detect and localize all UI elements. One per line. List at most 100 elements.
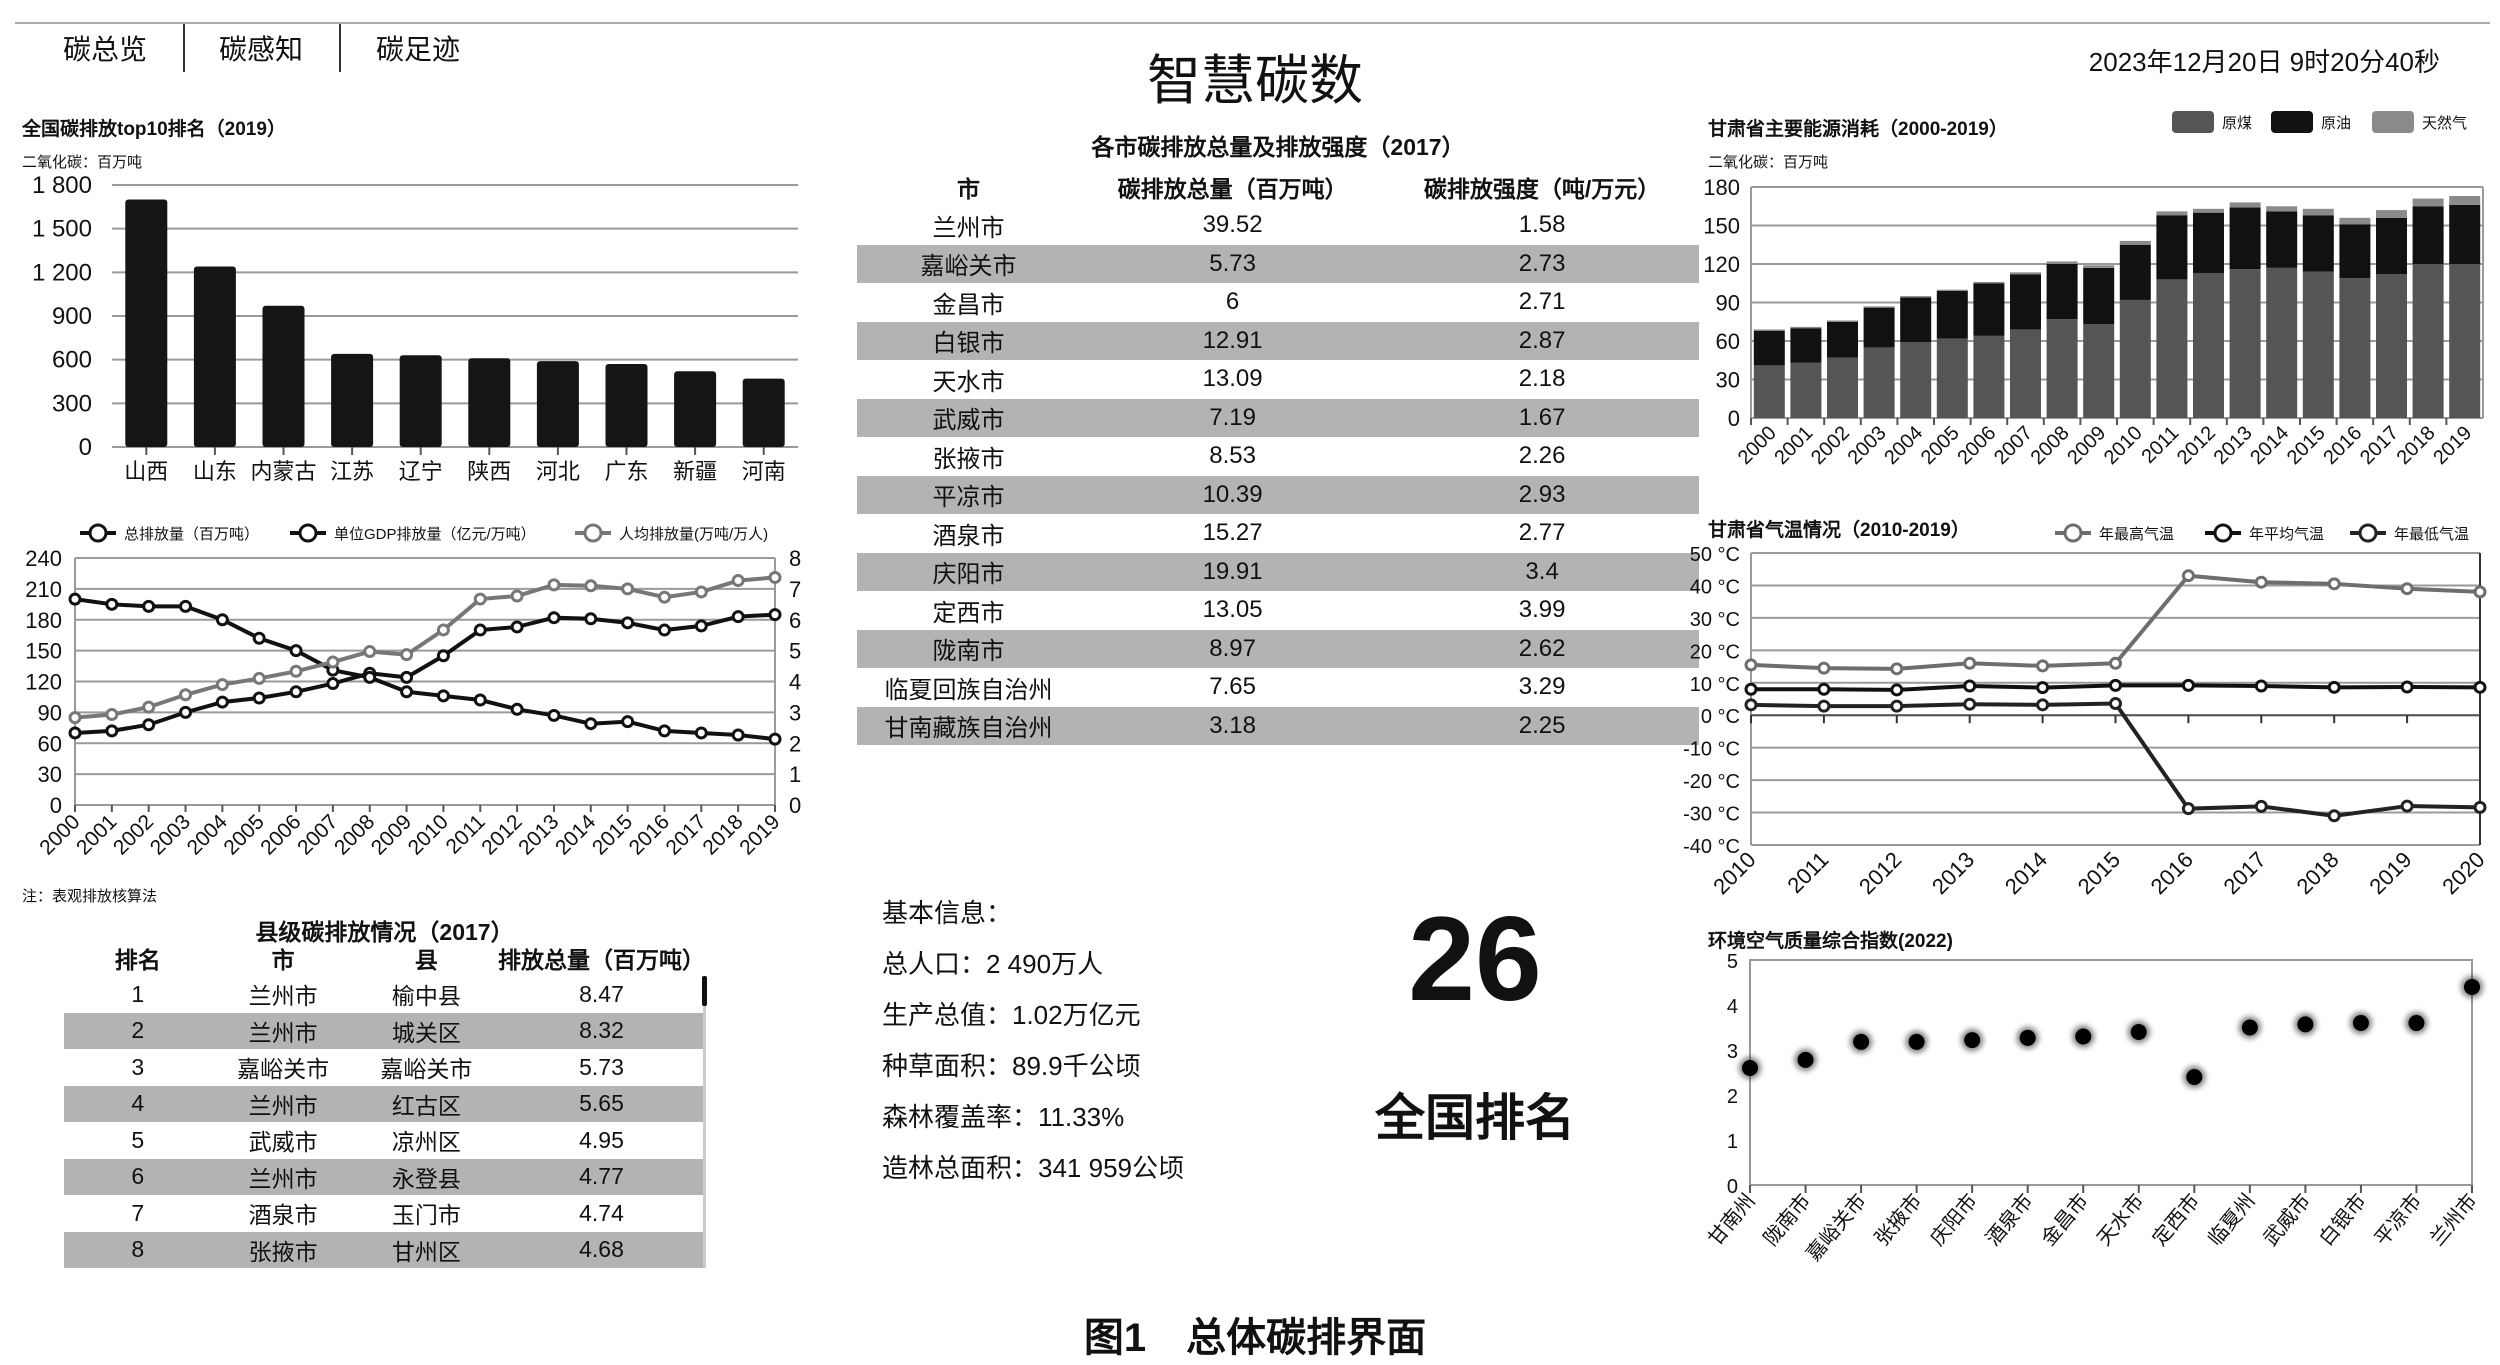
cell-total: 3.18	[1079, 706, 1386, 745]
table-row[interactable]: 嘉峪关市 5.73 2.73	[857, 244, 1699, 283]
data-point	[400, 670, 414, 684]
cell-rank: 8	[64, 1231, 212, 1268]
data-point	[2400, 582, 2414, 596]
column-header-rank: 排名	[114, 947, 161, 973]
tab-carbon-footprint[interactable]: 碳足迹	[375, 34, 460, 65]
x-tick-label: 2006	[256, 810, 305, 859]
x-tick-label: 2013	[1927, 847, 1979, 899]
data-point	[2297, 1016, 2314, 1033]
data-point	[436, 689, 450, 703]
table-row[interactable]: 庆阳市 19.91 3.4	[857, 552, 1699, 591]
cell-city: 酒泉市	[248, 1202, 318, 1229]
legend-label: 年最高气温	[2099, 526, 2174, 543]
legend-label: 原油	[2321, 115, 2351, 132]
table-row[interactable]: 酒泉市 15.27 2.77	[857, 514, 1699, 553]
county-table-scrollbar[interactable]	[702, 976, 707, 1006]
y2-tick-label: 7	[789, 577, 801, 602]
table-row[interactable]: 7 酒泉市 玉门市 4.74	[64, 1195, 705, 1232]
x-tick-label: 2014	[551, 810, 601, 860]
data-point	[436, 623, 450, 637]
y-tick-label: 30	[38, 762, 62, 787]
data-point	[252, 671, 266, 685]
cell-county: 永登县	[354, 1158, 498, 1195]
table-row[interactable]: 张掖市 8.53 2.26	[857, 437, 1699, 476]
stacked-bar-segment	[2083, 324, 2115, 418]
data-point	[400, 648, 414, 662]
x-tick-label: 定西市	[2148, 1189, 2204, 1250]
table-row[interactable]: 金昌市 6 2.71	[857, 283, 1699, 322]
data-point	[2036, 698, 2050, 712]
stacked-bar-segment	[1827, 321, 1858, 358]
plot-frame	[1749, 959, 2473, 1186]
x-tick-label: 2014	[2246, 422, 2293, 469]
data-point	[2130, 1024, 2147, 1040]
table-row[interactable]: 4 兰州市 红古区 5.65	[64, 1085, 705, 1122]
table-row[interactable]: 5 武威市 凉州区 4.95	[64, 1122, 705, 1159]
stacked-bar-segment	[1827, 357, 1858, 418]
stacked-bar-segment	[2119, 299, 2151, 418]
table-row[interactable]: 6 兰州市 永登县 4.77	[64, 1158, 705, 1195]
y-tick-label: 90	[38, 700, 62, 725]
table-row[interactable]: 天水市 13.09 2.18	[857, 360, 1699, 399]
table-row[interactable]: 甘南藏族自治州 3.18 2.25	[857, 706, 1699, 745]
data-point	[1744, 658, 1758, 672]
y-tick-label: 60	[1716, 329, 1740, 354]
cell-rank: 3	[131, 1053, 145, 1080]
data-point	[2327, 680, 2341, 694]
y-tick-label: 0	[50, 793, 62, 818]
x-tick-label: 2007	[293, 810, 342, 859]
cell-total: 4.77	[498, 1158, 705, 1195]
data-point	[400, 685, 414, 699]
stacked-bar-segment	[2449, 264, 2481, 418]
cell-county: 红古区	[354, 1085, 498, 1122]
data-point	[2036, 659, 2050, 673]
y-tick-label: 40 °C	[1690, 576, 1740, 598]
series-line	[1750, 573, 2481, 671]
cell-total: 39.52	[1202, 211, 1263, 239]
table-row[interactable]: 定西市 13.05 3.99	[857, 591, 1699, 630]
data-point	[510, 620, 524, 634]
tab-carbon-perception[interactable]: 碳感知	[218, 34, 303, 65]
cell-total: 4.68	[498, 1231, 705, 1268]
y-tick-label: 0	[1728, 406, 1740, 431]
cell-county: 嘉峪关市	[380, 1056, 473, 1083]
cell-city: 兰州市	[211, 1085, 355, 1122]
y-tick-label: 300	[52, 390, 92, 417]
data-point	[547, 578, 561, 592]
table-row[interactable]: 3 嘉峪关市 嘉峪关市 5.73	[64, 1049, 705, 1086]
table-row[interactable]: 1 兰州市 榆中县 8.47	[64, 976, 705, 1013]
stacked-bar-segment	[1936, 338, 1968, 418]
data-point	[584, 579, 598, 593]
table-row[interactable]: 武威市 7.19 1.67	[857, 398, 1699, 437]
column-header-city: 市	[271, 947, 295, 973]
data-point	[1908, 1033, 1925, 1050]
y2-tick-label: 2	[789, 731, 801, 756]
y-tick-label: 4	[1727, 996, 1738, 1018]
table-row[interactable]: 2 兰州市 城关区 8.32	[64, 1012, 705, 1049]
column-header-county: 县	[414, 947, 438, 973]
y-tick-label: 90	[1716, 291, 1740, 316]
stacked-bar-segment	[1827, 320, 1858, 322]
data-point	[252, 631, 266, 645]
table-row[interactable]: 临夏回族自治州 7.65 3.29	[857, 668, 1699, 707]
data-point	[2327, 809, 2341, 823]
table-row[interactable]: 平凉市 10.39 2.93	[857, 475, 1699, 514]
table-row[interactable]: 兰州市 39.52 1.58	[857, 206, 1699, 245]
cell-rank: 5	[131, 1126, 145, 1153]
data-point	[1744, 682, 1758, 696]
x-tick-label: 2014	[2000, 847, 2052, 899]
table-row[interactable]: 白银市 12.91 2.87	[857, 321, 1699, 360]
table-row[interactable]: 陇南市 8.97 2.62	[857, 629, 1699, 668]
county-emission-table: 排名 市 县 排放总量（百万吨） 1 兰州市 榆中县 8.47 2 兰州市 城关区 8.32 3…	[64, 940, 705, 1268]
data-point	[2473, 680, 2487, 694]
data-point	[473, 592, 487, 606]
tab-carbon-overview[interactable]: 碳总览	[62, 34, 147, 65]
stacked-bar-segment	[2376, 210, 2407, 218]
city-emission-table: 市 碳排放总量（百万吨） 碳排放强度（吨/万元） 兰州市 39.52 1.58 嘉峪关…	[857, 168, 1699, 745]
x-tick-label: 2001	[72, 810, 121, 859]
cell-city: 张掖市	[932, 445, 1005, 473]
data-point	[657, 590, 671, 604]
county-table-scroll-track[interactable]	[703, 976, 706, 1268]
table-row[interactable]: 8 张掖市 甘州区 4.68	[64, 1231, 705, 1268]
data-point	[2464, 979, 2480, 995]
